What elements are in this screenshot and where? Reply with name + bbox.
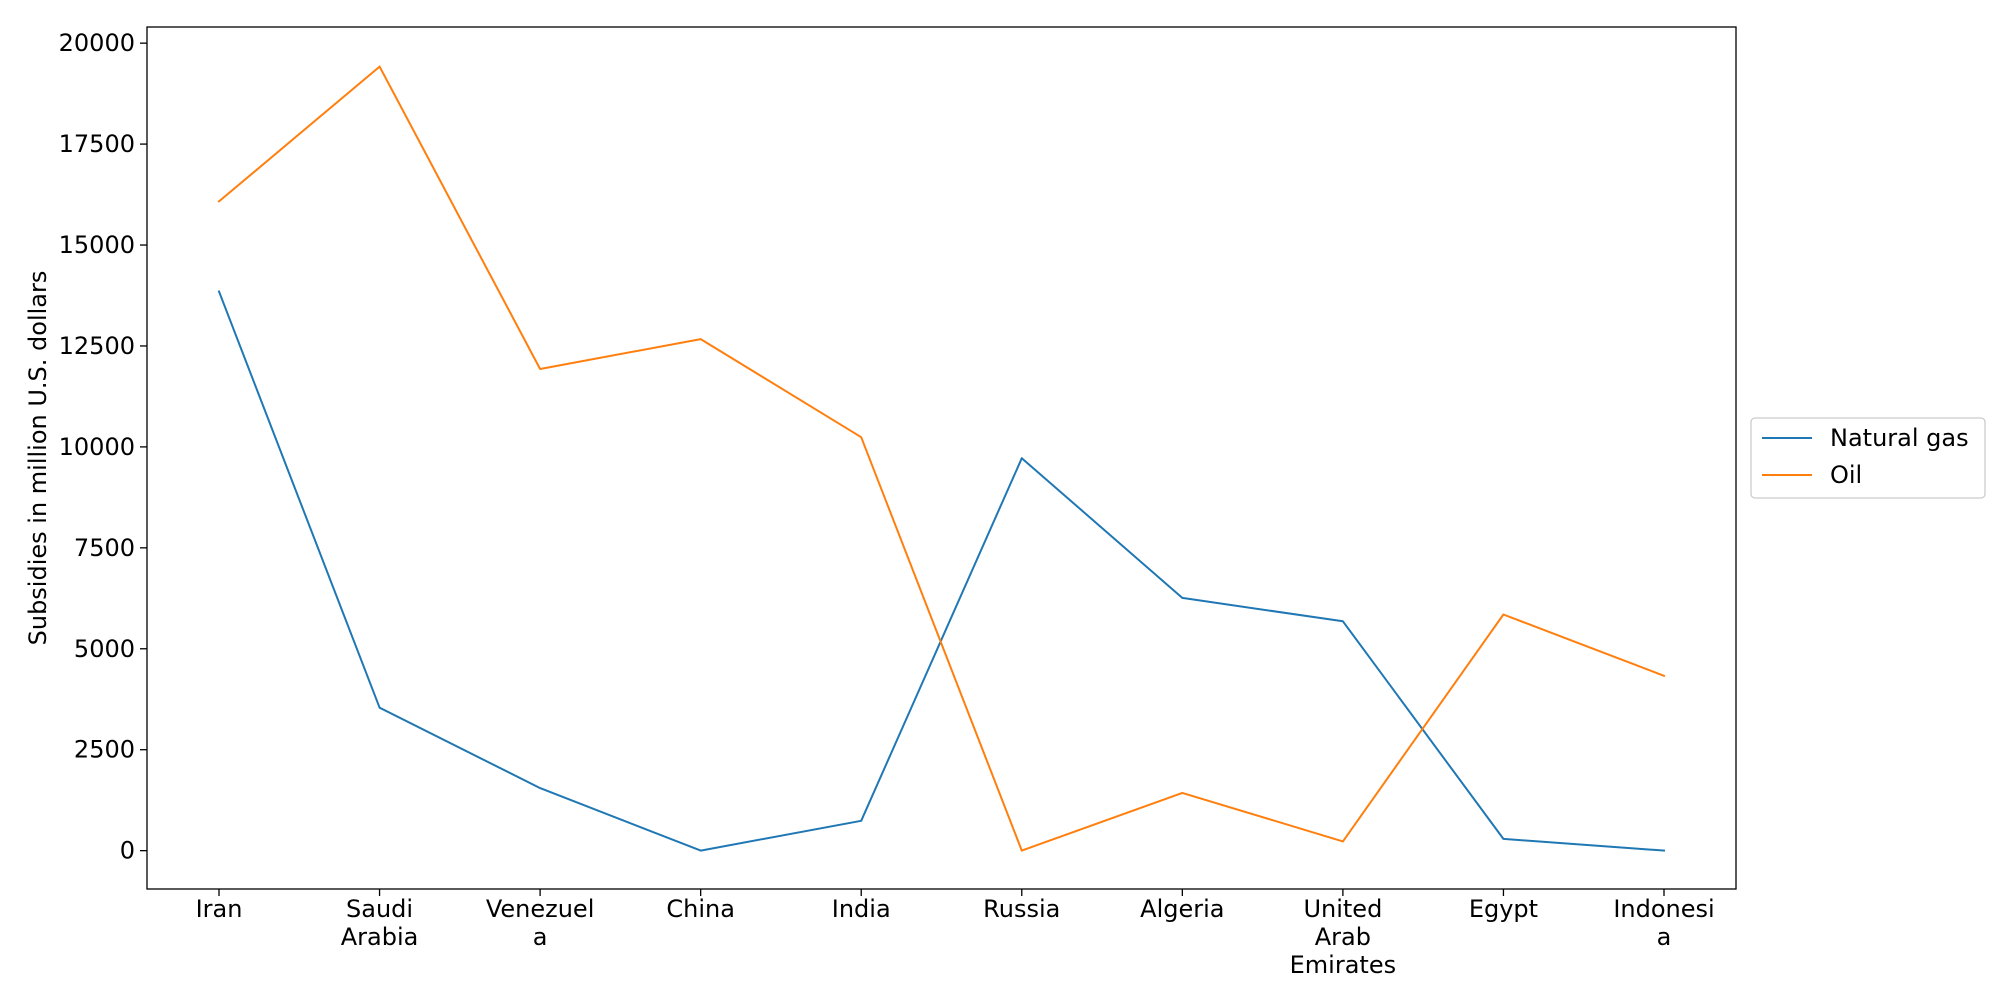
x-tick-label-line: Russia (983, 895, 1060, 923)
x-tick-label-line: Emirates (1290, 951, 1396, 979)
x-tick-label: Saudi Arabia (341, 895, 419, 951)
x-tick-label-line: Saudi (346, 895, 413, 923)
x-tick-label: Egypt (1469, 895, 1538, 923)
plot-frame (146, 26, 1737, 890)
y-tick-label: 17500 (59, 130, 135, 158)
y-tick-label: 20000 (59, 29, 135, 57)
x-tick-label: India (832, 895, 891, 923)
x-tick-label-line: Egypt (1469, 895, 1538, 923)
x-tick-label-line: Indonesi (1613, 895, 1714, 923)
x-tick-label-line: Iran (196, 895, 243, 923)
legend: Natural gas Oil (1750, 417, 1986, 499)
y-axis: 0 2500 5000 7500 10000 12500 15000 17500 20000 (59, 29, 147, 865)
x-tick-label: Algeria (1140, 895, 1224, 923)
series-line-natural-gas (217, 290, 1666, 852)
x-tick-label-line: Arabia (341, 923, 419, 951)
x-tick-label-line: Venezuel (486, 895, 595, 923)
x-tick-label: Venezuel a (486, 895, 595, 951)
y-tick-label: 12500 (59, 332, 135, 360)
x-tick-label-line: India (832, 895, 891, 923)
x-tick-label: United Arab Emirates (1290, 895, 1396, 979)
y-axis-title: Subsidies in million U.S. dollars (24, 271, 52, 646)
legend-label: Natural gas (1830, 424, 1969, 452)
series-layer (217, 65, 1666, 852)
legend-label: Oil (1830, 461, 1862, 489)
y-tick-label: 7500 (74, 534, 135, 562)
x-tick-label-line: a (1657, 923, 1672, 951)
x-tick-label: Iran (196, 895, 243, 923)
x-tick-label-line: China (666, 895, 735, 923)
y-tick-label: 0 (120, 837, 135, 865)
x-tick-label-line: Arab (1315, 923, 1371, 951)
x-tick-label-line: a (533, 923, 548, 951)
x-tick-label: Indonesi a (1613, 895, 1714, 951)
x-tick-label-line: United (1303, 895, 1382, 923)
y-tick-label: 2500 (74, 736, 135, 764)
x-tick-label-line: Algeria (1140, 895, 1224, 923)
y-tick-label: 5000 (74, 635, 135, 663)
x-tick-label: Russia (983, 895, 1060, 923)
y-tick-label: 15000 (59, 231, 135, 259)
series-line-oil (217, 65, 1666, 852)
y-tick-label: 10000 (59, 433, 135, 461)
x-tick-label: China (666, 895, 735, 923)
